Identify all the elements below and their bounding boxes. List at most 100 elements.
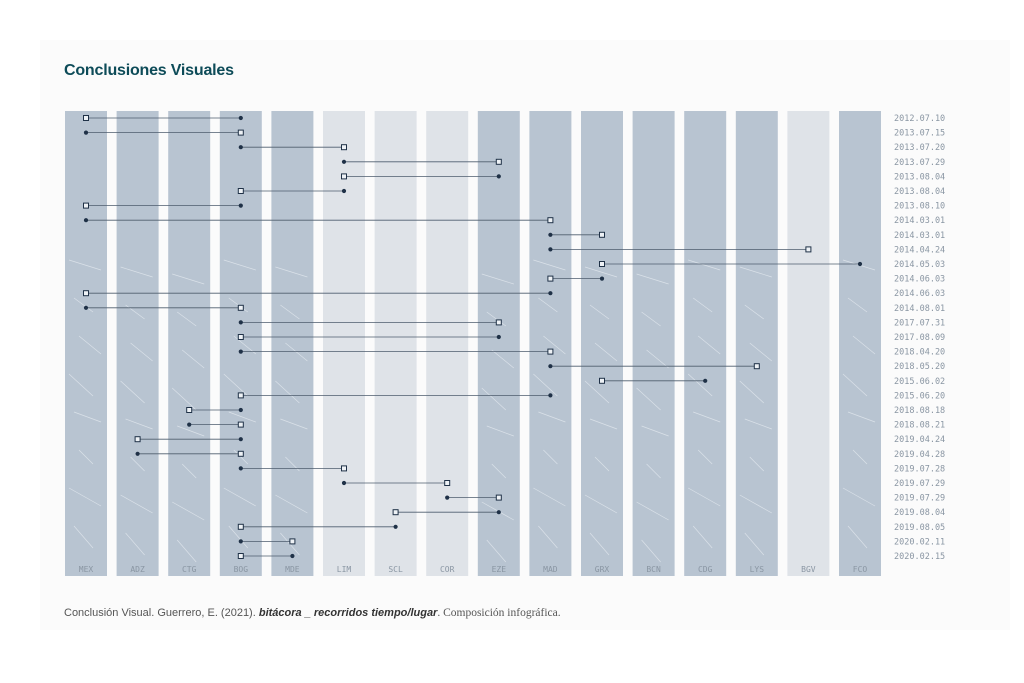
column-sketch-stroke [594,342,618,362]
column-label: LYS [750,565,765,574]
trip-marker-dot [238,320,243,325]
date-label: 2017.07.31 [894,318,945,328]
trip-marker-dot [238,437,243,442]
column-sketch-stroke [73,411,102,423]
trip-marker-square [237,188,244,194]
column-sketch-stroke [223,487,256,507]
trip-marker-dot [496,334,501,340]
column-sketch-stroke [739,380,765,404]
trip-marker-square [599,377,605,384]
trip-marker-square [547,217,554,224]
trip-marker-dot [548,247,553,252]
trip-marker-square [444,480,451,486]
column-sketch-stroke [687,373,713,397]
trip-marker-dot [548,232,553,237]
column-sketch-stroke [275,494,308,514]
column-mde [271,111,314,576]
trip-marker-square [83,115,89,121]
column-sketch-stroke [641,539,661,563]
trip-marker-dot [496,174,501,179]
trip-marker-square [753,363,760,370]
column-sketch-stroke [739,266,772,278]
trip-marker-dot [238,349,243,354]
column-sketch-stroke [641,425,669,437]
trip-marker-square [547,348,554,355]
column-sketch-stroke [847,525,868,549]
column-sketch-stroke [486,311,507,327]
trip-marker-square [237,304,244,311]
trip-marker-square [495,494,502,501]
column-sketch-stroke [543,449,558,465]
trip-marker-square [599,231,605,238]
trip-marker-square [237,129,244,136]
column-sketch-stroke [172,273,205,285]
date-label: 2019.04.24 [894,435,945,445]
date-label: 2013.08.04 [894,172,945,182]
trip-marker-square [341,465,347,472]
column-sketch-stroke [171,387,197,411]
date-label: 2014.04.24 [894,245,945,255]
date-label: 2018.04.20 [894,348,945,358]
trip-marker-square [237,334,244,340]
column-mex [65,111,107,576]
caption-suffix: . Composición infográfica. [437,607,561,619]
column-label: CTG [182,565,197,574]
trip-marker-dot [857,261,863,267]
column-sketch-stroke [68,487,102,507]
column-sketch-stroke [739,494,772,514]
column-sketch-stroke [181,349,205,369]
trip-marker-square [341,144,347,151]
column-sketch-stroke [646,463,661,479]
column-sketch-stroke [744,304,765,320]
column-sketch-stroke [275,266,308,278]
trip-marker-square [186,407,193,413]
column-label: LIM [337,565,352,574]
trip-marker-dot [548,364,553,369]
column-sketch-stroke [688,487,721,507]
column-sketch-stroke [533,487,566,507]
column-sketch-stroke [223,259,256,271]
column-sketch-stroke [543,335,566,355]
column-mad [529,111,572,576]
column-bcn [632,111,675,576]
trip-marker-square [392,509,399,516]
column-grx [581,111,623,576]
column-sketch-stroke [744,418,772,430]
caption-title: bitácora _ recorridos tiempo/lugar [258,607,438,619]
trip-marker-dot [238,145,243,150]
column-sketch-stroke [233,335,257,355]
column-label: ADZ [130,565,145,574]
column-label: SCL [388,565,403,574]
column-scl [374,111,417,576]
trip-marker-dot [238,115,243,121]
column-adz [116,111,159,576]
trip-marker-square [237,392,244,399]
column-label: EZE [492,565,507,574]
date-label: 2019.07.29 [894,494,945,504]
date-label: 2019.08.05 [894,523,945,533]
figure-caption: Conclusión Visual. Guerrero, E. (2021). … [64,607,561,619]
date-label: 2014.05.03 [894,260,945,270]
column-sketch-stroke [842,373,868,397]
trip-marker-square [237,523,244,530]
column-sketch-stroke [223,373,249,397]
trip-marker-dot [238,203,243,208]
column-label: BGV [801,565,816,574]
date-label: 2015.06.20 [894,391,945,401]
trip-marker-dot [83,218,89,223]
page-title: Conclusiones Visuales [64,62,234,79]
column-sketch-stroke [584,494,618,514]
trip-marker-dot [83,305,89,310]
trip-marker-dot [445,495,450,500]
date-label: 2014.08.01 [894,304,945,314]
trip-marker-square [134,436,141,443]
column-sketch-stroke [693,411,721,423]
column-sketch-stroke [120,494,153,514]
date-label: 2018.08.18 [894,406,945,416]
trip-marker-dot [135,451,140,456]
column-sketch-stroke [73,525,94,549]
column-sketch-stroke [636,273,669,285]
column-label: MAD [543,565,558,574]
trip-marker-dot [290,553,295,559]
